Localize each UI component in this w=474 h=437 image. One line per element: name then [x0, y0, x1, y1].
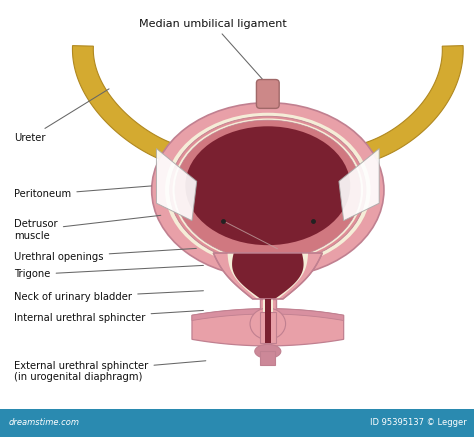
Text: Ureter: Ureter — [14, 89, 109, 142]
Polygon shape — [232, 253, 303, 299]
Bar — [260, 299, 275, 323]
Ellipse shape — [175, 120, 361, 260]
Ellipse shape — [165, 113, 371, 267]
Text: Internal urethral sphincter: Internal urethral sphincter — [14, 310, 203, 323]
Bar — [260, 351, 275, 365]
Bar — [264, 299, 271, 323]
Text: Peritoneum: Peritoneum — [14, 186, 151, 199]
Text: dreamstime.com: dreamstime.com — [9, 418, 80, 427]
Ellipse shape — [152, 103, 384, 277]
Text: ID 95395137 © Legger: ID 95395137 © Legger — [370, 418, 467, 427]
Polygon shape — [213, 253, 322, 299]
Ellipse shape — [255, 344, 281, 358]
Bar — [260, 312, 275, 343]
Polygon shape — [192, 309, 344, 346]
Polygon shape — [339, 149, 379, 221]
Bar — [263, 299, 273, 323]
Polygon shape — [362, 45, 463, 162]
Polygon shape — [156, 149, 197, 221]
Text: Urethral openings: Urethral openings — [14, 248, 196, 262]
Text: External urethral sphincter
(in urogenital diaphragm): External urethral sphincter (in urogenit… — [14, 361, 206, 382]
FancyBboxPatch shape — [256, 80, 279, 108]
Ellipse shape — [170, 116, 366, 264]
Polygon shape — [73, 45, 174, 162]
Ellipse shape — [173, 118, 363, 262]
Ellipse shape — [250, 308, 285, 340]
Text: Trigone: Trigone — [14, 265, 203, 279]
Polygon shape — [228, 253, 308, 299]
Text: Neck of urinary bladder: Neck of urinary bladder — [14, 291, 203, 302]
Polygon shape — [192, 309, 344, 321]
Ellipse shape — [185, 126, 350, 245]
Text: Median umbilical ligament: Median umbilical ligament — [139, 19, 287, 83]
Bar — [0, 409, 474, 437]
Bar — [264, 312, 271, 343]
Text: Detrusor
muscle: Detrusor muscle — [14, 215, 161, 241]
